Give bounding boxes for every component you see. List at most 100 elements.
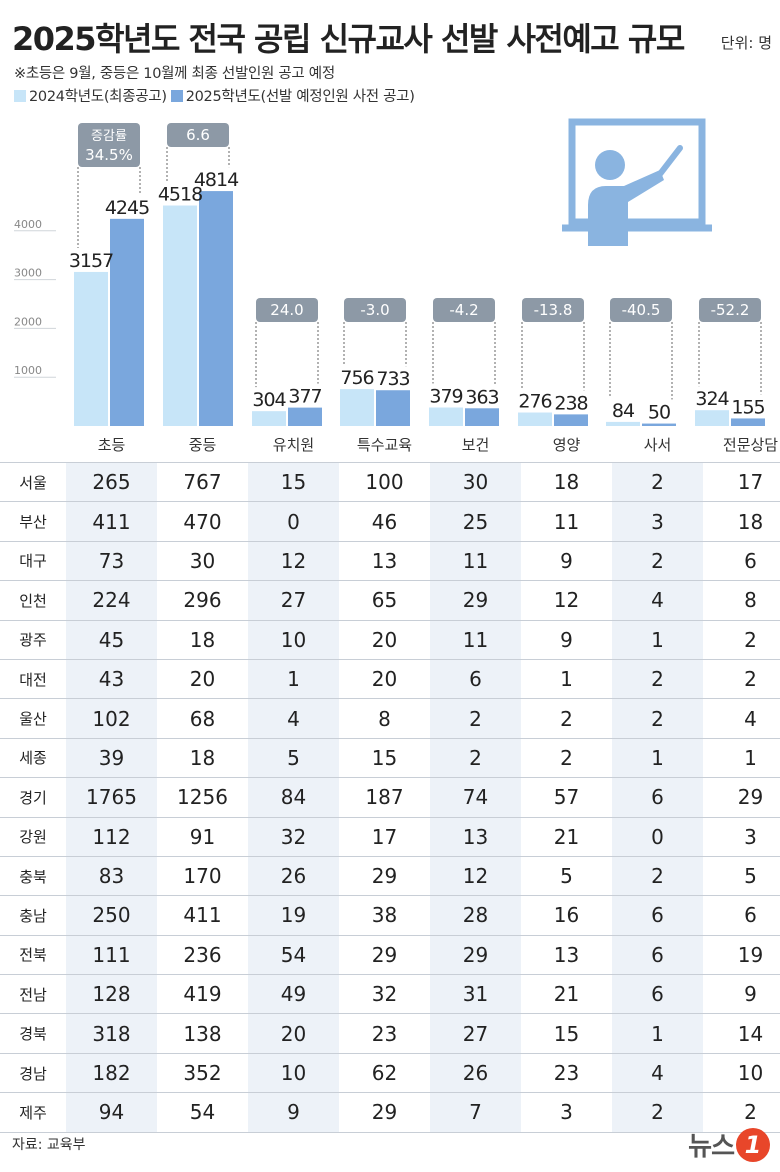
table-cell: 6 [612,974,703,1014]
table-cell: 182 [66,1052,157,1093]
table-cell: 20 [339,658,430,699]
table-cell: 43 [66,658,157,699]
teacher-at-board-icon [562,118,712,246]
table-cell: 31 [430,974,521,1014]
table-cell: 10 [248,619,339,660]
bar-label-2024: 276 [518,391,551,413]
table-cell: 2 [612,461,703,502]
bar-label-2025: 4814 [194,169,239,191]
table-cell: 25 [430,501,521,542]
table-cell: 18 [157,619,248,660]
page-title: 2025학년도 전국 공립 신규교사 선발 사전예고 규모 [12,20,685,58]
legend-swatch-2025 [170,89,183,102]
table-cell: 29 [339,1092,430,1133]
table-cell: 68 [157,698,248,739]
table-cell: 170 [157,855,248,896]
table-cell: 6 [703,895,780,936]
change-value: -52.2 [711,301,750,319]
column-header: 중등 [157,427,248,463]
table-row: 대전 43 20 1 20 6 1 2 2 [0,658,780,699]
table-row: 경기 1765 1256 84 187 74 57 6 29 [0,777,780,818]
table-row: 서울 265 767 15 100 30 18 2 17 [0,461,780,502]
table-cell: 17 [339,816,430,857]
bar-2025 [110,218,144,426]
table-cell: 411 [157,895,248,936]
table-cell: 2 [703,1092,780,1133]
table-cell: 12 [430,855,521,896]
y-tick-label: 2000 [14,315,42,328]
table-cell: 19 [248,895,339,936]
bar-label-2024: 324 [695,388,729,410]
table-cell: 30 [430,461,521,502]
bar-2024 [252,411,286,426]
table-cell: 296 [157,580,248,621]
table-cell: 2 [430,737,521,778]
table-row: 인천 224 296 27 65 29 12 4 8 [0,580,780,621]
table-cell: 10 [248,1052,339,1093]
region-name: 울산 [0,698,66,739]
table-cell: 18 [703,501,780,542]
table-cell: 18 [521,461,612,502]
table-cell: 0 [248,501,339,542]
table-cell: 62 [339,1052,430,1093]
table-cell: 2 [703,619,780,660]
table-cell: 5 [703,855,780,896]
note: ※초등은 9월, 중등은 10월께 최종 선발인원 공고 예정 [14,66,335,82]
column-header: 초등 [66,427,157,463]
table-cell: 16 [521,895,612,936]
table-row: 울산 102 68 4 8 2 2 2 4 [0,698,780,739]
legend: 2024학년도(최종공고) 2025학년도(선발 예정인원 사전 공고) [14,85,415,106]
table-row: 광주 45 18 10 20 11 9 1 2 [0,619,780,660]
table-cell: 73 [66,540,157,581]
bar-2024 [518,412,552,426]
bar-label-2024: 756 [340,367,373,389]
table-cell: 12 [521,580,612,621]
table-cell: 26 [248,855,339,896]
table-cell: 138 [157,1013,248,1054]
unit-label: 단위: 명 [720,34,772,52]
logo-text: 뉴스 [688,1132,735,1162]
y-tick-label: 4000 [14,218,42,231]
table-cell: 11 [430,619,521,660]
region-name: 서울 [0,461,66,502]
change-value: -3.0 [360,301,389,319]
y-tick-label: 3000 [14,267,42,280]
bar-label-2024: 84 [612,400,635,422]
bar-label-2025: 733 [376,368,409,390]
table-cell: 265 [66,461,157,502]
header-region [0,427,66,463]
table-cell: 19 [703,934,780,975]
table-cell: 9 [703,974,780,1014]
table-cell: 2 [612,855,703,896]
region-name: 전남 [0,974,66,1014]
change-box [433,298,495,322]
table-cell: 27 [248,580,339,621]
table-cell: 411 [66,501,157,542]
table-cell: 1 [612,737,703,778]
bar-label-2025: 363 [465,386,498,408]
source: 자료: 교육부 [12,1137,86,1153]
table-cell: 39 [66,737,157,778]
table-cell: 112 [66,816,157,857]
table-cell: 84 [248,777,339,818]
y-tick-label: 1000 [14,364,42,377]
column-header: 사서 [612,427,703,463]
bar-label-2024: 3157 [69,250,113,272]
region-name: 강원 [0,816,66,857]
table-cell: 45 [66,619,157,660]
table-row: 강원 112 91 32 17 13 21 0 3 [0,816,780,857]
table-cell: 2 [430,698,521,739]
region-name: 대전 [0,658,66,699]
table-row: 경남 182 352 10 62 26 23 4 10 [0,1052,780,1093]
table-cell: 46 [339,501,430,542]
table-cell: 23 [339,1013,430,1054]
table-cell: 14 [703,1013,780,1054]
table-cell: 1 [703,737,780,778]
bar-label-2025: 377 [288,386,321,408]
bar-2024 [606,421,640,426]
table-cell: 11 [521,501,612,542]
region-name: 경남 [0,1052,66,1093]
bar-2025 [642,423,676,426]
table-cell: 111 [66,934,157,975]
region-name: 광주 [0,619,66,660]
